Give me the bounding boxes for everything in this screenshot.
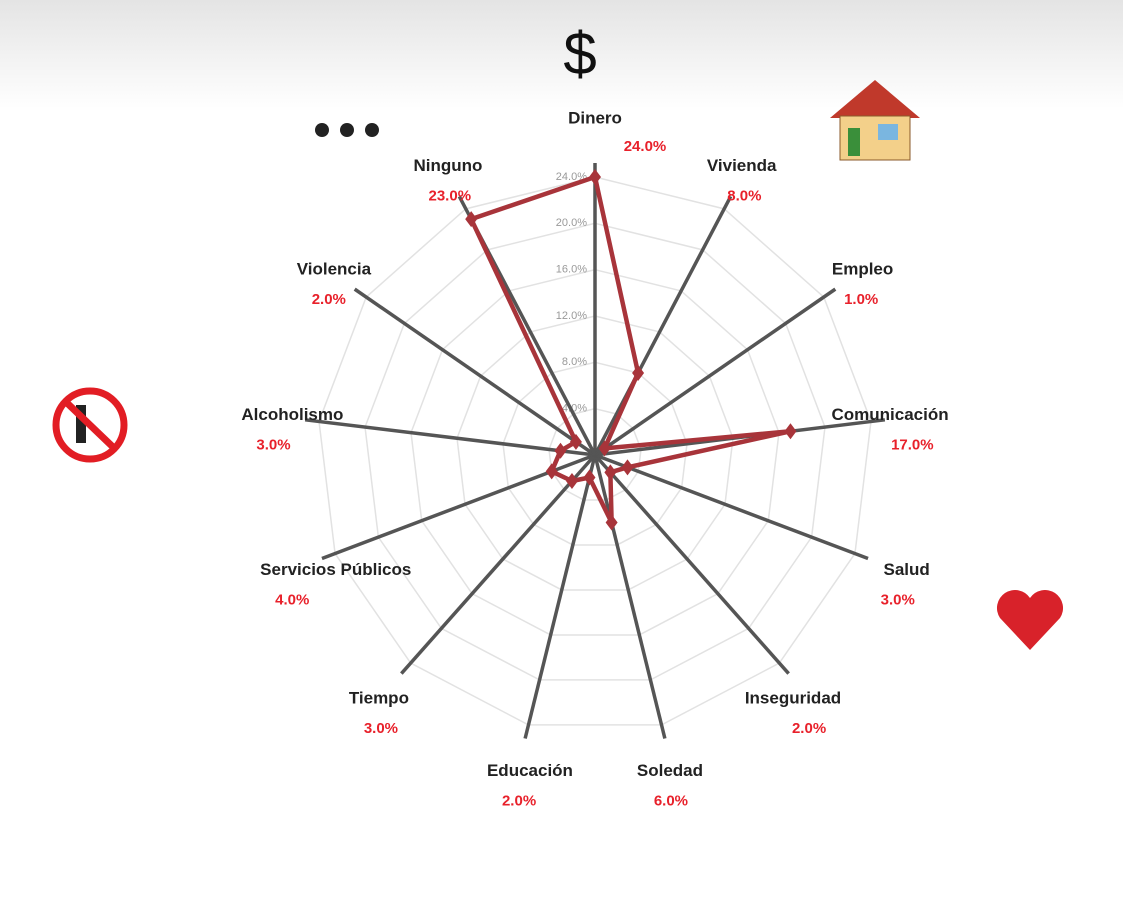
category-label: Dinero: [568, 108, 622, 127]
category-label: Violencia: [297, 259, 372, 278]
r-tick-label: 12.0%: [556, 310, 587, 322]
r-tick-label: 16.0%: [556, 264, 587, 276]
value-label: 3.0%: [881, 592, 915, 609]
value-label: 3.0%: [364, 720, 398, 737]
category-label: Salud: [884, 560, 930, 579]
value-label: 8.0%: [727, 187, 761, 204]
category-label: Servicios Públicos: [260, 560, 411, 579]
category-label: Vivienda: [707, 156, 777, 175]
value-label: 1.0%: [844, 291, 878, 308]
category-label: Inseguridad: [745, 688, 841, 707]
value-label: 2.0%: [312, 291, 346, 308]
page: $ 4.0%8.0%12.0%16.0%20.0%24.0%Dinero24.0…: [0, 0, 1123, 909]
category-label: Comunicación: [831, 405, 948, 424]
category-label: Tiempo: [349, 688, 409, 707]
value-label: 4.0%: [275, 592, 309, 609]
r-tick-label: 8.0%: [562, 356, 587, 368]
category-label: Soledad: [637, 761, 703, 780]
category-label: Educación: [487, 761, 573, 780]
value-label: 2.0%: [792, 720, 826, 737]
category-label: Empleo: [832, 259, 893, 278]
r-tick-label: 20.0%: [556, 217, 587, 229]
category-label: Ninguno: [414, 156, 483, 175]
money-icon: $: [563, 20, 596, 87]
value-label: 17.0%: [891, 437, 934, 454]
value-label: 24.0%: [624, 138, 667, 155]
chart: $ 4.0%8.0%12.0%16.0%20.0%24.0%Dinero24.0…: [0, 0, 1123, 909]
category-label: Alcoholismo: [241, 405, 343, 424]
value-label: 6.0%: [654, 792, 688, 809]
value-label: 3.0%: [256, 437, 290, 454]
value-label: 23.0%: [429, 187, 472, 204]
value-label: 2.0%: [502, 792, 536, 809]
ellipsis-icon: [315, 123, 379, 137]
